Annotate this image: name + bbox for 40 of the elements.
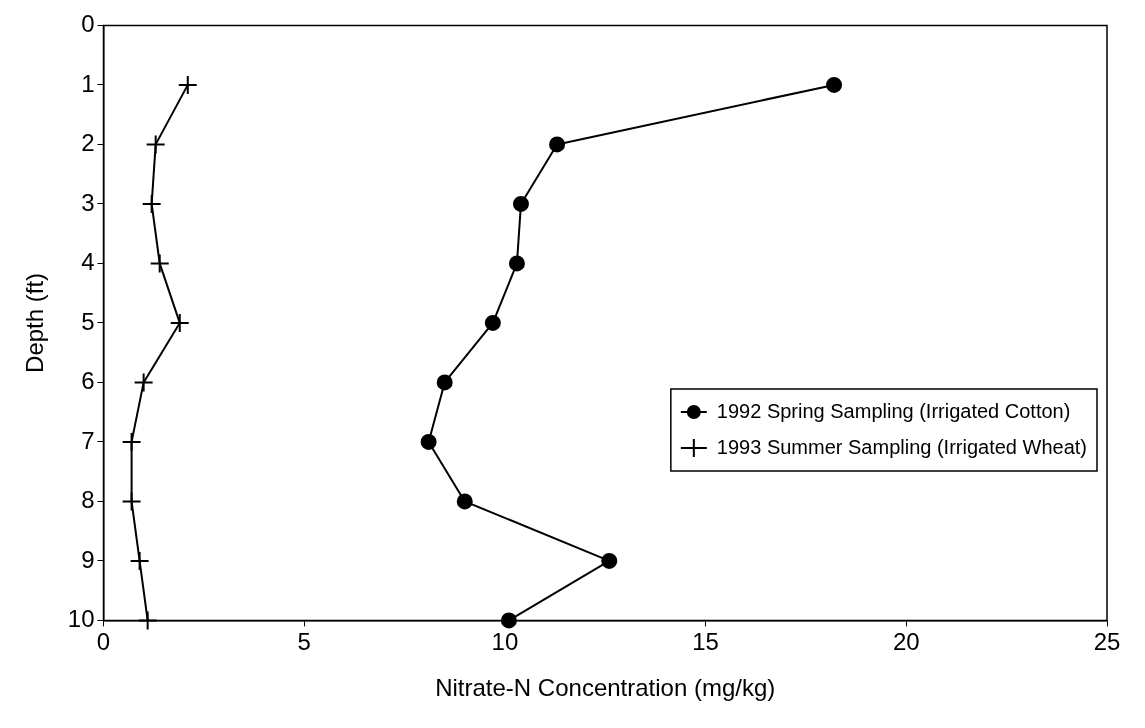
point: [121, 431, 142, 452]
x-tick-label: 5: [297, 628, 311, 656]
x-axis-title: Nitrate-N Concentration (mg/kg): [435, 674, 776, 702]
legend-label: 1993 Summer Sampling (Irrigated Wheat): [716, 435, 1087, 458]
y-tick-label: 6: [81, 367, 95, 395]
point: [601, 552, 618, 569]
point: [141, 193, 162, 214]
point: [508, 255, 525, 272]
point: [149, 253, 170, 274]
legend-label: 1992 Spring Sampling (Irrigated Cotton): [716, 399, 1071, 422]
point: [137, 610, 158, 631]
y-axis-title: Depth (ft): [21, 272, 49, 373]
point: [826, 76, 843, 93]
y-tick-label: 5: [81, 307, 95, 335]
point: [129, 550, 150, 571]
point: [484, 314, 501, 331]
point: [133, 372, 154, 393]
y-tick-label: 0: [81, 10, 95, 38]
y-tick-label: 10: [67, 605, 95, 633]
y-tick-label: 4: [81, 248, 95, 276]
y-tick-label: 2: [81, 129, 95, 157]
x-tick-label: 25: [1093, 628, 1121, 656]
x-tick-label: 20: [892, 628, 920, 656]
point: [145, 134, 166, 155]
x-tick-label: 10: [491, 628, 519, 656]
point: [500, 612, 517, 629]
point: [169, 312, 190, 333]
point: [436, 374, 453, 391]
y-tick-label: 7: [81, 426, 95, 454]
y-tick-label: 9: [81, 545, 95, 573]
point: [177, 74, 198, 95]
y-tick-label: 1: [81, 69, 95, 97]
point: [456, 493, 473, 510]
point: [512, 195, 529, 212]
point: [121, 491, 142, 512]
x-tick-label: 15: [692, 628, 719, 656]
y-tick-label: 8: [81, 486, 95, 514]
point: [420, 433, 437, 450]
y-tick-label: 3: [81, 188, 95, 216]
point: [549, 136, 566, 153]
